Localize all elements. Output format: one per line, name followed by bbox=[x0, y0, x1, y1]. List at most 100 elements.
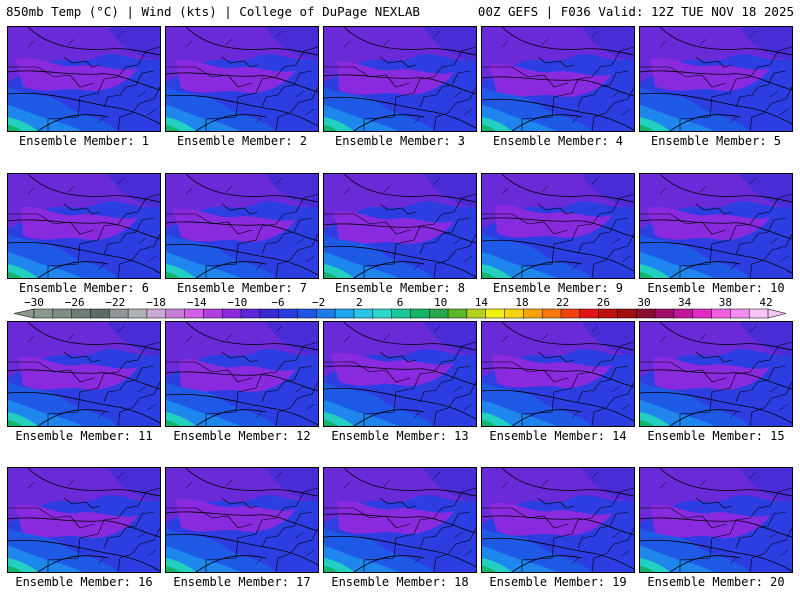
colorbar-tick-label: 14 bbox=[474, 296, 488, 309]
colorbar-tick-label: −14 bbox=[186, 296, 207, 309]
ensemble-member-label: Ensemble Member: 6 bbox=[18, 281, 150, 295]
ensemble-member-map bbox=[165, 173, 319, 279]
colorbar-swatch bbox=[410, 308, 430, 319]
colorbar-tick-label: 34 bbox=[678, 296, 692, 309]
colorbar-swatch bbox=[692, 308, 713, 319]
colorbar-tick-label: 22 bbox=[556, 296, 570, 309]
colorbar-swatch bbox=[654, 308, 675, 319]
colorbar-swatch bbox=[447, 308, 468, 319]
colorbar-arrow-low bbox=[13, 308, 35, 319]
colorbar-swatch bbox=[334, 308, 355, 319]
ensemble-member-map bbox=[481, 321, 635, 427]
colorbar-tick-label: 18 bbox=[515, 296, 529, 309]
ensemble-member-label: Ensemble Member: 7 bbox=[176, 281, 308, 295]
ensemble-member-map bbox=[481, 173, 635, 279]
ensemble-member-label: Ensemble Member: 16 bbox=[15, 575, 153, 589]
ensemble-member-label: Ensemble Member: 12 bbox=[173, 429, 311, 443]
ensemble-member-map bbox=[323, 173, 477, 279]
ensemble-member-map bbox=[7, 26, 161, 132]
colorbar-swatch bbox=[391, 308, 411, 319]
ensemble-member-map bbox=[323, 321, 477, 427]
colorbar-swatch bbox=[259, 308, 280, 319]
colorbar-tick-label: −26 bbox=[64, 296, 85, 309]
ensemble-member-label: Ensemble Member: 8 bbox=[334, 281, 466, 295]
colorbar-swatch bbox=[184, 308, 204, 319]
ensemble-member-label: Ensemble Member: 5 bbox=[650, 134, 782, 148]
colorbar-swatch bbox=[579, 308, 600, 319]
ensemble-member-label: Ensemble Member: 18 bbox=[331, 575, 469, 589]
colorbar-swatch bbox=[730, 308, 750, 319]
ensemble-member-map bbox=[639, 467, 793, 573]
ensemble-member-map bbox=[639, 321, 793, 427]
colorbar-swatch bbox=[636, 308, 656, 319]
chart-title: 850mb Temp (°C) | Wind (kts) | College o… bbox=[6, 4, 420, 19]
colorbar-swatch bbox=[146, 308, 167, 319]
temperature-colorbar bbox=[13, 308, 787, 319]
ensemble-member-map bbox=[165, 467, 319, 573]
ensemble-member-map bbox=[481, 467, 635, 573]
colorbar-swatch bbox=[353, 308, 374, 319]
colorbar-swatch bbox=[673, 308, 694, 319]
ensemble-member-label: Ensemble Member: 19 bbox=[489, 575, 627, 589]
colorbar-swatch bbox=[541, 308, 562, 319]
colorbar-tick-label: 10 bbox=[434, 296, 448, 309]
colorbar-swatch bbox=[52, 308, 73, 319]
colorbar-swatch bbox=[109, 308, 129, 319]
colorbar-swatch bbox=[372, 308, 393, 319]
colorbar-tick-label: 26 bbox=[596, 296, 610, 309]
colorbar-swatch bbox=[711, 308, 731, 319]
ensemble-member-map bbox=[165, 321, 319, 427]
colorbar-swatch bbox=[504, 308, 524, 319]
colorbar-tick-label: 6 bbox=[396, 296, 404, 309]
colorbar-swatch bbox=[617, 308, 637, 319]
colorbar-tick-label: −18 bbox=[146, 296, 166, 309]
colorbar-tick-label: −10 bbox=[227, 296, 248, 309]
colorbar-swatch bbox=[165, 308, 186, 319]
colorbar-swatch bbox=[466, 308, 487, 319]
colorbar-swatch bbox=[240, 308, 261, 319]
colorbar-swatch bbox=[598, 308, 618, 319]
colorbar-tick-label: −2 bbox=[312, 296, 326, 309]
ensemble-member-label: Ensemble Member: 3 bbox=[334, 134, 466, 148]
ensemble-member-label: Ensemble Member: 2 bbox=[176, 134, 308, 148]
ensemble-member-label: Ensemble Member: 17 bbox=[173, 575, 311, 589]
colorbar-swatch bbox=[221, 308, 242, 319]
ensemble-member-label: Ensemble Member: 20 bbox=[647, 575, 785, 589]
colorbar-tick-label: 30 bbox=[637, 296, 651, 309]
ensemble-member-label: Ensemble Member: 4 bbox=[492, 134, 624, 148]
ensemble-member-label: Ensemble Member: 15 bbox=[647, 429, 785, 443]
ensemble-member-map bbox=[7, 173, 161, 279]
ensemble-member-map bbox=[639, 26, 793, 132]
colorbar-swatch bbox=[203, 308, 223, 319]
colorbar-tick-label: −30 bbox=[24, 296, 44, 309]
ensemble-member-map bbox=[323, 467, 477, 573]
ensemble-member-map bbox=[165, 26, 319, 132]
colorbar-swatch bbox=[560, 308, 581, 319]
ensemble-member-label: Ensemble Member: 11 bbox=[15, 429, 153, 443]
ensemble-member-label: Ensemble Member: 9 bbox=[492, 281, 624, 295]
ensemble-member-map bbox=[7, 321, 161, 427]
ensemble-member-map bbox=[639, 173, 793, 279]
colorbar-swatch bbox=[316, 308, 336, 319]
ensemble-member-map bbox=[7, 467, 161, 573]
ensemble-member-label: Ensemble Member: 10 bbox=[647, 281, 785, 295]
colorbar-tick-label: −22 bbox=[105, 296, 126, 309]
colorbar-swatch bbox=[71, 308, 92, 319]
colorbar-tick-label: 42 bbox=[759, 296, 773, 309]
colorbar-swatch bbox=[748, 308, 769, 319]
colorbar-tick-label: −6 bbox=[271, 296, 285, 309]
colorbar-swatch bbox=[297, 308, 317, 319]
ensemble-member-map bbox=[481, 26, 635, 132]
colorbar-tick-label: 2 bbox=[356, 296, 363, 309]
colorbar-swatch bbox=[278, 308, 299, 319]
ensemble-member-label: Ensemble Member: 1 bbox=[18, 134, 150, 148]
colorbar-arrow-high bbox=[767, 308, 787, 319]
colorbar-swatch bbox=[485, 308, 506, 319]
ensemble-member-map bbox=[323, 26, 477, 132]
colorbar-swatch bbox=[33, 308, 54, 319]
valid-time: 00Z GEFS | F036 Valid: 12Z TUE NOV 18 20… bbox=[477, 4, 794, 19]
colorbar-swatch bbox=[428, 308, 449, 319]
colorbar-swatch bbox=[127, 308, 148, 319]
ensemble-member-label: Ensemble Member: 14 bbox=[489, 429, 627, 443]
colorbar-tick-label: 38 bbox=[718, 296, 732, 309]
